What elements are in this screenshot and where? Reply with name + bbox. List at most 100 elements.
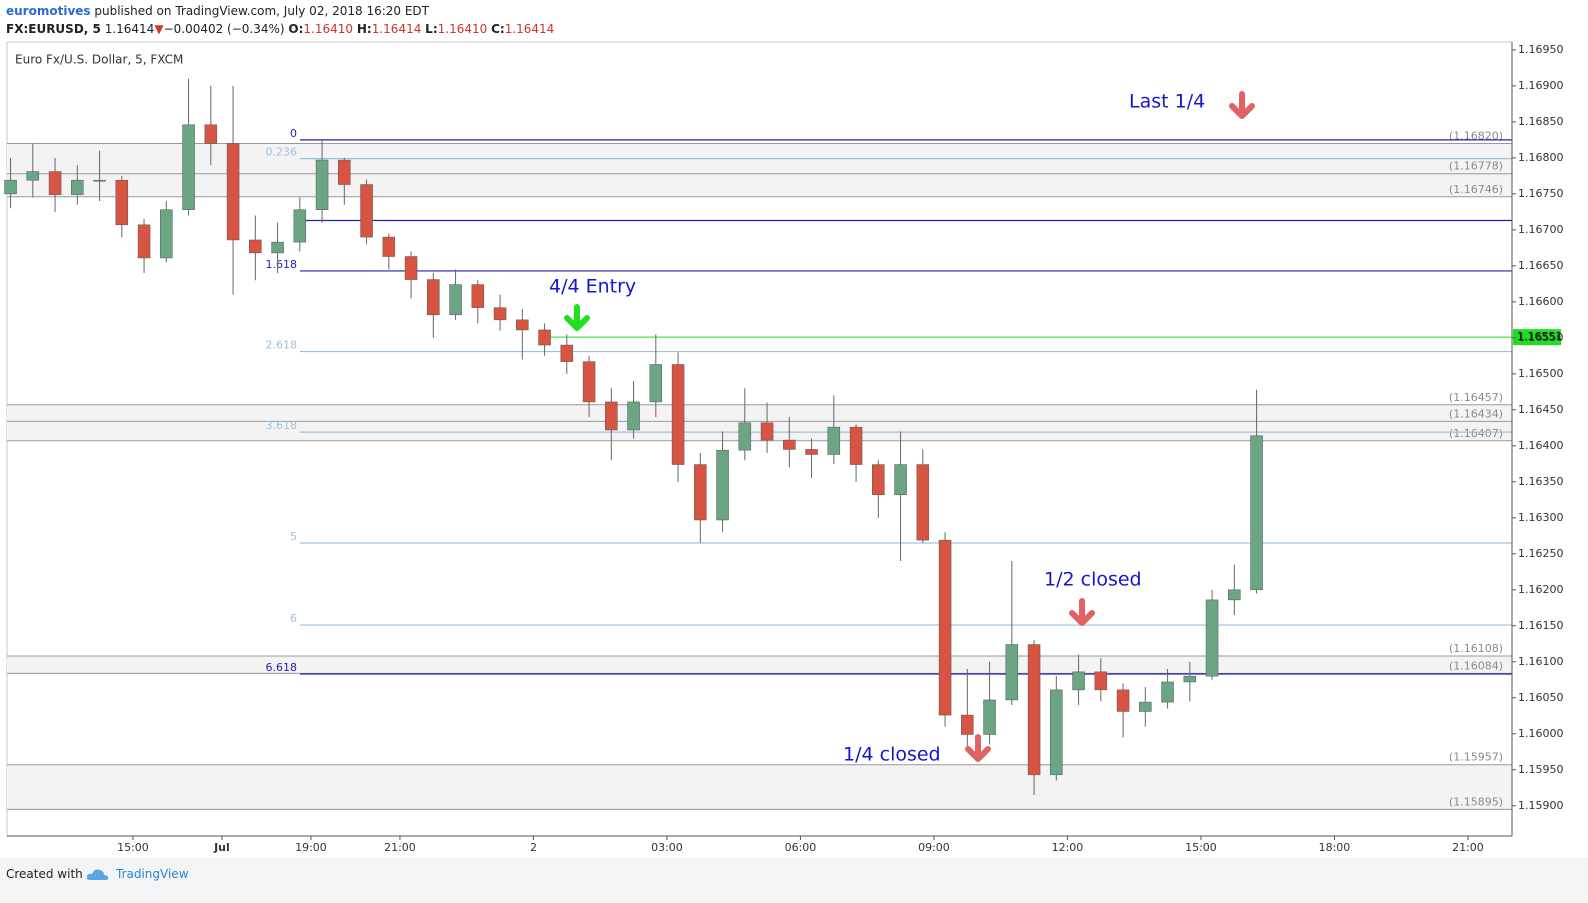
candle-body <box>338 159 351 185</box>
y-tick-label: 1.16800 <box>1518 151 1564 164</box>
y-tick-label: 1.15950 <box>1518 763 1564 776</box>
level-label: (1.16778) <box>1449 160 1503 173</box>
x-tick-label: 12:00 <box>1052 841 1084 854</box>
candle-body <box>115 179 129 226</box>
y-tick-label: 1.16100 <box>1518 655 1564 668</box>
y-tick-label: 1.16600 <box>1518 295 1564 308</box>
price-tag-label: 1.16551 <box>1517 330 1563 343</box>
level-label: (1.16407) <box>1449 427 1503 440</box>
candle-body <box>694 464 707 521</box>
x-tick-label: 06:00 <box>785 841 817 854</box>
y-tick-label: 1.16250 <box>1518 547 1564 560</box>
y-tick-label: 1.16700 <box>1518 223 1564 236</box>
level-label: (1.16084) <box>1449 659 1503 672</box>
candle-body <box>961 714 974 735</box>
y-tick-label: 1.16900 <box>1518 79 1564 92</box>
level-label: (1.16457) <box>1449 391 1503 404</box>
candle-body <box>226 143 240 241</box>
y-tick-label: 1.16950 <box>1518 43 1564 56</box>
fib-label: 3.618 <box>266 419 298 432</box>
y-tick-label: 1.16500 <box>1518 367 1564 380</box>
background-layer: (1.16820) (1.16778) (1.16746) (1.16457) (1.1… <box>7 127 1512 810</box>
fib-label: 0 <box>290 127 297 140</box>
candle-body <box>1072 671 1085 691</box>
brand[interactable]: TradingView <box>116 867 189 881</box>
candle-body <box>1027 644 1041 776</box>
price-tag <box>1513 329 1561 346</box>
quote-line: FX:EURUSD, 5 1.16414▼−0.00402 (−0.34%) O… <box>6 22 554 36</box>
o-value: 1.16410 <box>303 22 354 36</box>
l-value: 1.16410 <box>437 22 488 36</box>
fib-label: 6 <box>290 612 297 625</box>
published: published on TradingView.com, July 02, 2… <box>94 4 429 18</box>
arrow-down <box>564 304 590 331</box>
candles-layer <box>4 78 1263 795</box>
y-tick-label: 1.16400 <box>1518 439 1564 452</box>
fib-label: 0.236 <box>266 146 298 159</box>
candle-body <box>293 209 307 243</box>
candle-body <box>983 699 996 735</box>
candle-body <box>649 364 663 403</box>
level-label: (1.16820) <box>1449 129 1503 142</box>
y-tick-label: 1.16200 <box>1518 583 1564 596</box>
level-label: (1.16434) <box>1449 407 1503 420</box>
y-tick-label: 1.16300 <box>1518 511 1564 524</box>
candle-body <box>360 184 373 238</box>
level-zone <box>7 404 1512 441</box>
cloud-icon <box>86 869 109 880</box>
arrows <box>564 91 1255 762</box>
y-tick-label: 1.16150 <box>1518 619 1564 632</box>
candle-body <box>26 171 40 181</box>
x-tick-label: 19:00 <box>295 841 327 854</box>
candle-body <box>1228 589 1241 601</box>
x-tick-label: 09:00 <box>918 841 950 854</box>
change-icon: ▼ <box>154 22 164 36</box>
candle-body <box>894 464 907 496</box>
x-tick-label: 21:00 <box>1452 841 1484 854</box>
candle-body <box>404 256 418 280</box>
level-zone <box>7 656 1512 674</box>
annotation: Last 1/4 <box>1129 91 1205 113</box>
y-tick-label: 1.16450 <box>1518 403 1564 416</box>
level-label: (1.15957) <box>1449 751 1503 764</box>
y-tick-label: 1.16000 <box>1518 727 1564 740</box>
level-zone <box>7 143 1512 197</box>
candle-body <box>204 124 218 144</box>
y-tick-label: 1.16050 <box>1518 691 1564 704</box>
candle-body <box>315 159 329 210</box>
candle-body <box>382 236 396 257</box>
candle-body <box>4 179 17 195</box>
candle-body <box>271 241 284 254</box>
c-label: C: <box>491 22 505 36</box>
annotation: 4/4 Entry <box>549 276 636 298</box>
h-value: 1.16414 <box>371 22 422 36</box>
candle-body <box>48 171 62 195</box>
footer: Created with TradingView <box>0 858 1588 903</box>
author[interactable]: euromotives <box>6 4 91 18</box>
candle-body <box>760 422 774 441</box>
y-tick-label: 1.16650 <box>1518 259 1564 272</box>
candle-body <box>1094 671 1108 691</box>
o-label: O: <box>288 22 304 36</box>
candle-body <box>471 284 485 308</box>
x-tick-label: 03:00 <box>651 841 683 854</box>
candle-body <box>1183 675 1197 683</box>
x-tick-label: Jul <box>213 841 230 854</box>
publish-line: euromotives published on TradingView.com… <box>6 4 429 18</box>
candle-body <box>916 464 930 541</box>
candle-body <box>1005 644 1019 701</box>
fib-label: 5 <box>290 530 297 543</box>
candle-body <box>738 422 752 451</box>
candle-body <box>1205 599 1219 677</box>
x-tick-label: 18:00 <box>1319 841 1351 854</box>
candle-body <box>560 344 574 362</box>
arrow-down <box>1069 598 1095 626</box>
candle-body <box>805 449 818 455</box>
candle-body <box>938 539 952 716</box>
candle-body <box>783 439 796 450</box>
y-tick-label: 1.16750 <box>1518 187 1564 200</box>
candle-body <box>1116 689 1130 712</box>
level-label: (1.16108) <box>1449 642 1503 655</box>
annotation: 1/4 closed <box>843 744 941 766</box>
y-tick-label: 1.16350 <box>1518 475 1564 488</box>
